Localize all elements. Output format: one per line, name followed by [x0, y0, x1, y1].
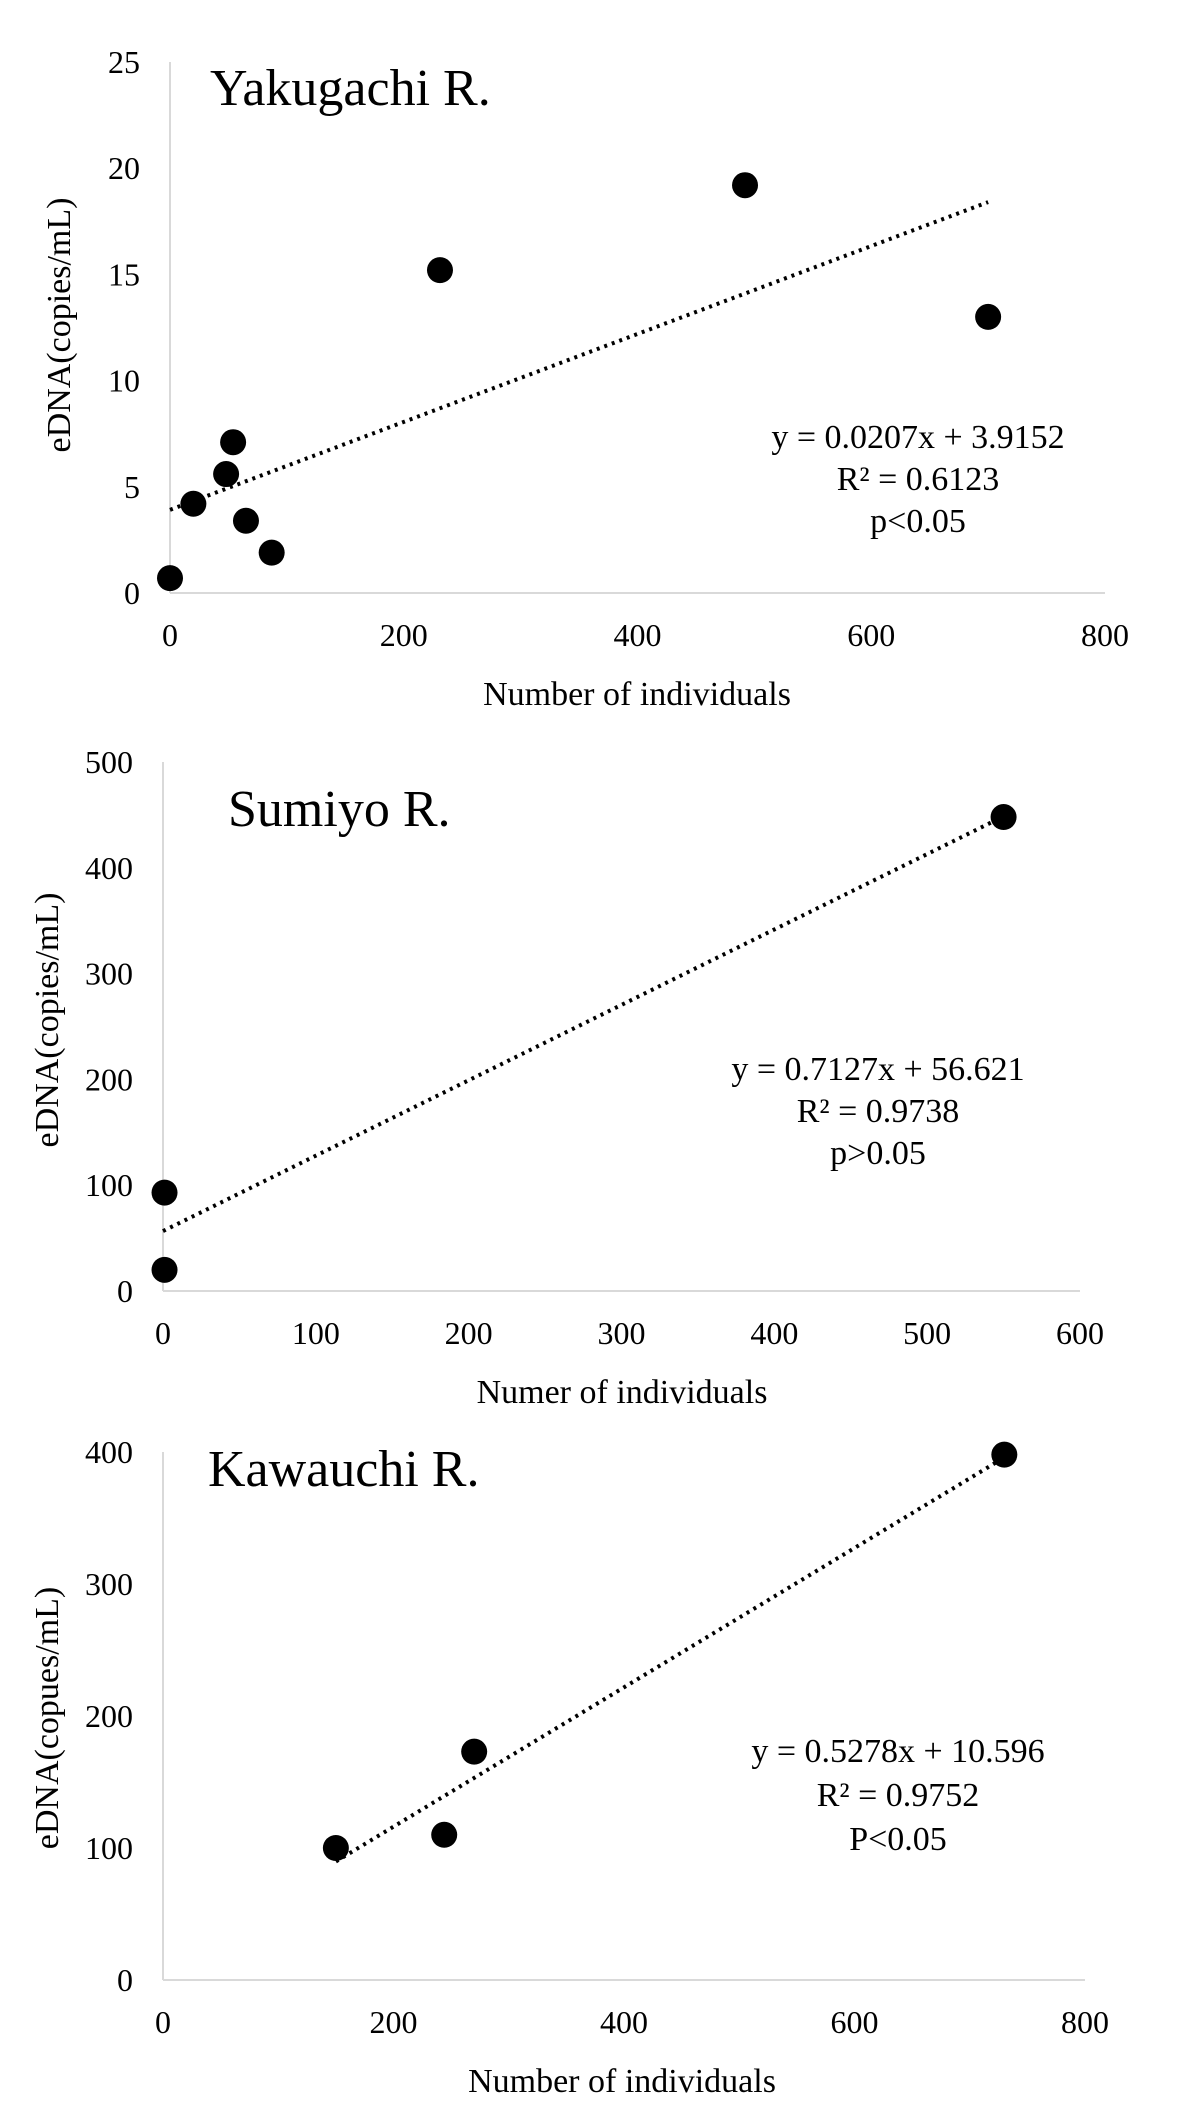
- trendline: [169, 200, 989, 512]
- data-point: [220, 429, 247, 456]
- x-axis-label: Number of individuals: [468, 2063, 776, 2100]
- chart-panel-kawauchi: Kawauchi R. Number of individuals eDNA(c…: [29, 1434, 1109, 2100]
- chart-title: Yakugachi R.: [210, 60, 491, 117]
- data-point: [426, 257, 453, 284]
- x-axis-label: Numer of individuals: [477, 1374, 768, 1411]
- data-point: [151, 1256, 178, 1283]
- x-tick-label: 600: [1056, 1315, 1104, 1351]
- data-points: [322, 1441, 1018, 1861]
- x-tick-label: 400: [614, 617, 662, 653]
- y-tick-label: 20: [108, 150, 140, 186]
- data-point: [180, 490, 207, 517]
- y-tick-label: 15: [108, 256, 140, 292]
- y-axis-label: eDNA(copies/mL): [29, 893, 66, 1148]
- x-tick-label: 600: [847, 617, 895, 653]
- x-tick-label: 0: [162, 617, 178, 653]
- x-tick-label: 100: [292, 1315, 340, 1351]
- chart-panel-sumiyo: Sumiyo R. Numer of individuals eDNA(copi…: [29, 744, 1104, 1411]
- data-point: [213, 461, 240, 488]
- x-tick-label: 0: [155, 2004, 171, 2040]
- y-tick-label: 400: [85, 1434, 133, 1470]
- y-axis-label: eDNA(copues/mL): [29, 1587, 66, 1849]
- p-value-label: P<0.05: [849, 1821, 947, 1858]
- y-axis-label: eDNA(copies/mL): [41, 198, 78, 453]
- y-tick-label: 200: [85, 1698, 133, 1734]
- data-point: [322, 1835, 349, 1861]
- data-point: [990, 804, 1017, 831]
- data-point: [151, 1179, 178, 1206]
- trendline-group: [334, 1455, 1006, 1864]
- x-tick-labels: 0 100 200 300 400 500 600: [155, 1315, 1104, 1351]
- y-tick-labels: 0 100 200 300 400 500: [85, 744, 133, 1309]
- y-tick-label: 0: [117, 1962, 133, 1998]
- y-tick-label: 400: [85, 850, 133, 886]
- x-tick-label: 400: [750, 1315, 798, 1351]
- y-tick-label: 10: [108, 363, 140, 399]
- x-axis-label: Number of individuals: [483, 676, 791, 713]
- r-squared-label: R² = 0.6123: [837, 461, 1000, 498]
- y-tick-label: 100: [85, 1167, 133, 1203]
- x-tick-label: 200: [370, 2004, 418, 2040]
- chart-title: Kawauchi R.: [208, 1441, 479, 1498]
- y-tick-label: 5: [124, 469, 140, 505]
- y-tick-label: 0: [117, 1273, 133, 1309]
- y-tick-label: 200: [85, 1061, 133, 1097]
- chart-panel-yakugachi: Yakugachi R. Number of individuals eDNA(…: [41, 44, 1129, 713]
- p-value-label: p>0.05: [830, 1135, 926, 1172]
- y-tick-label: 25: [108, 44, 140, 80]
- data-points: [157, 172, 1002, 592]
- x-tick-label: 500: [903, 1315, 951, 1351]
- x-tick-label: 800: [1061, 2004, 1109, 2040]
- data-point: [991, 1441, 1018, 1468]
- r-squared-label: R² = 0.9738: [797, 1093, 960, 1130]
- x-tick-label: 600: [831, 2004, 879, 2040]
- x-tick-label: 0: [155, 1315, 171, 1351]
- trendline: [334, 1455, 1006, 1864]
- x-tick-label: 800: [1081, 617, 1129, 653]
- x-tick-label: 400: [600, 2004, 648, 2040]
- x-tick-labels: 0 200 400 600 800: [155, 2004, 1109, 2040]
- data-points: [151, 804, 1017, 1283]
- p-value-label: p<0.05: [870, 503, 966, 540]
- data-point: [232, 507, 259, 534]
- data-point: [461, 1738, 488, 1765]
- y-tick-label: 300: [85, 1566, 133, 1602]
- data-point: [157, 565, 183, 592]
- x-tick-label: 200: [380, 617, 428, 653]
- chart-title: Sumiyo R.: [228, 781, 451, 838]
- y-tick-label: 100: [85, 1830, 133, 1866]
- x-tick-label: 200: [445, 1315, 493, 1351]
- x-tick-label: 300: [598, 1315, 646, 1351]
- r-squared-label: R² = 0.9752: [817, 1777, 980, 1814]
- y-tick-labels: 0 5 10 15 20 25: [108, 44, 140, 611]
- y-tick-label: 300: [85, 956, 133, 992]
- data-point: [431, 1821, 458, 1848]
- y-tick-label: 0: [124, 575, 140, 611]
- y-tick-labels: 0 100 200 300 400: [85, 1434, 133, 1998]
- trendline-group: [169, 200, 989, 512]
- regression-equation: y = 0.5278x + 10.596: [751, 1733, 1044, 1770]
- data-point: [258, 539, 285, 566]
- data-point: [975, 303, 1002, 330]
- regression-equation: y = 0.7127x + 56.621: [731, 1051, 1024, 1088]
- y-tick-label: 500: [85, 744, 133, 780]
- data-point: [732, 172, 759, 199]
- x-tick-labels: 0 200 400 600 800: [162, 617, 1129, 653]
- regression-equation: y = 0.0207x + 3.9152: [771, 419, 1064, 456]
